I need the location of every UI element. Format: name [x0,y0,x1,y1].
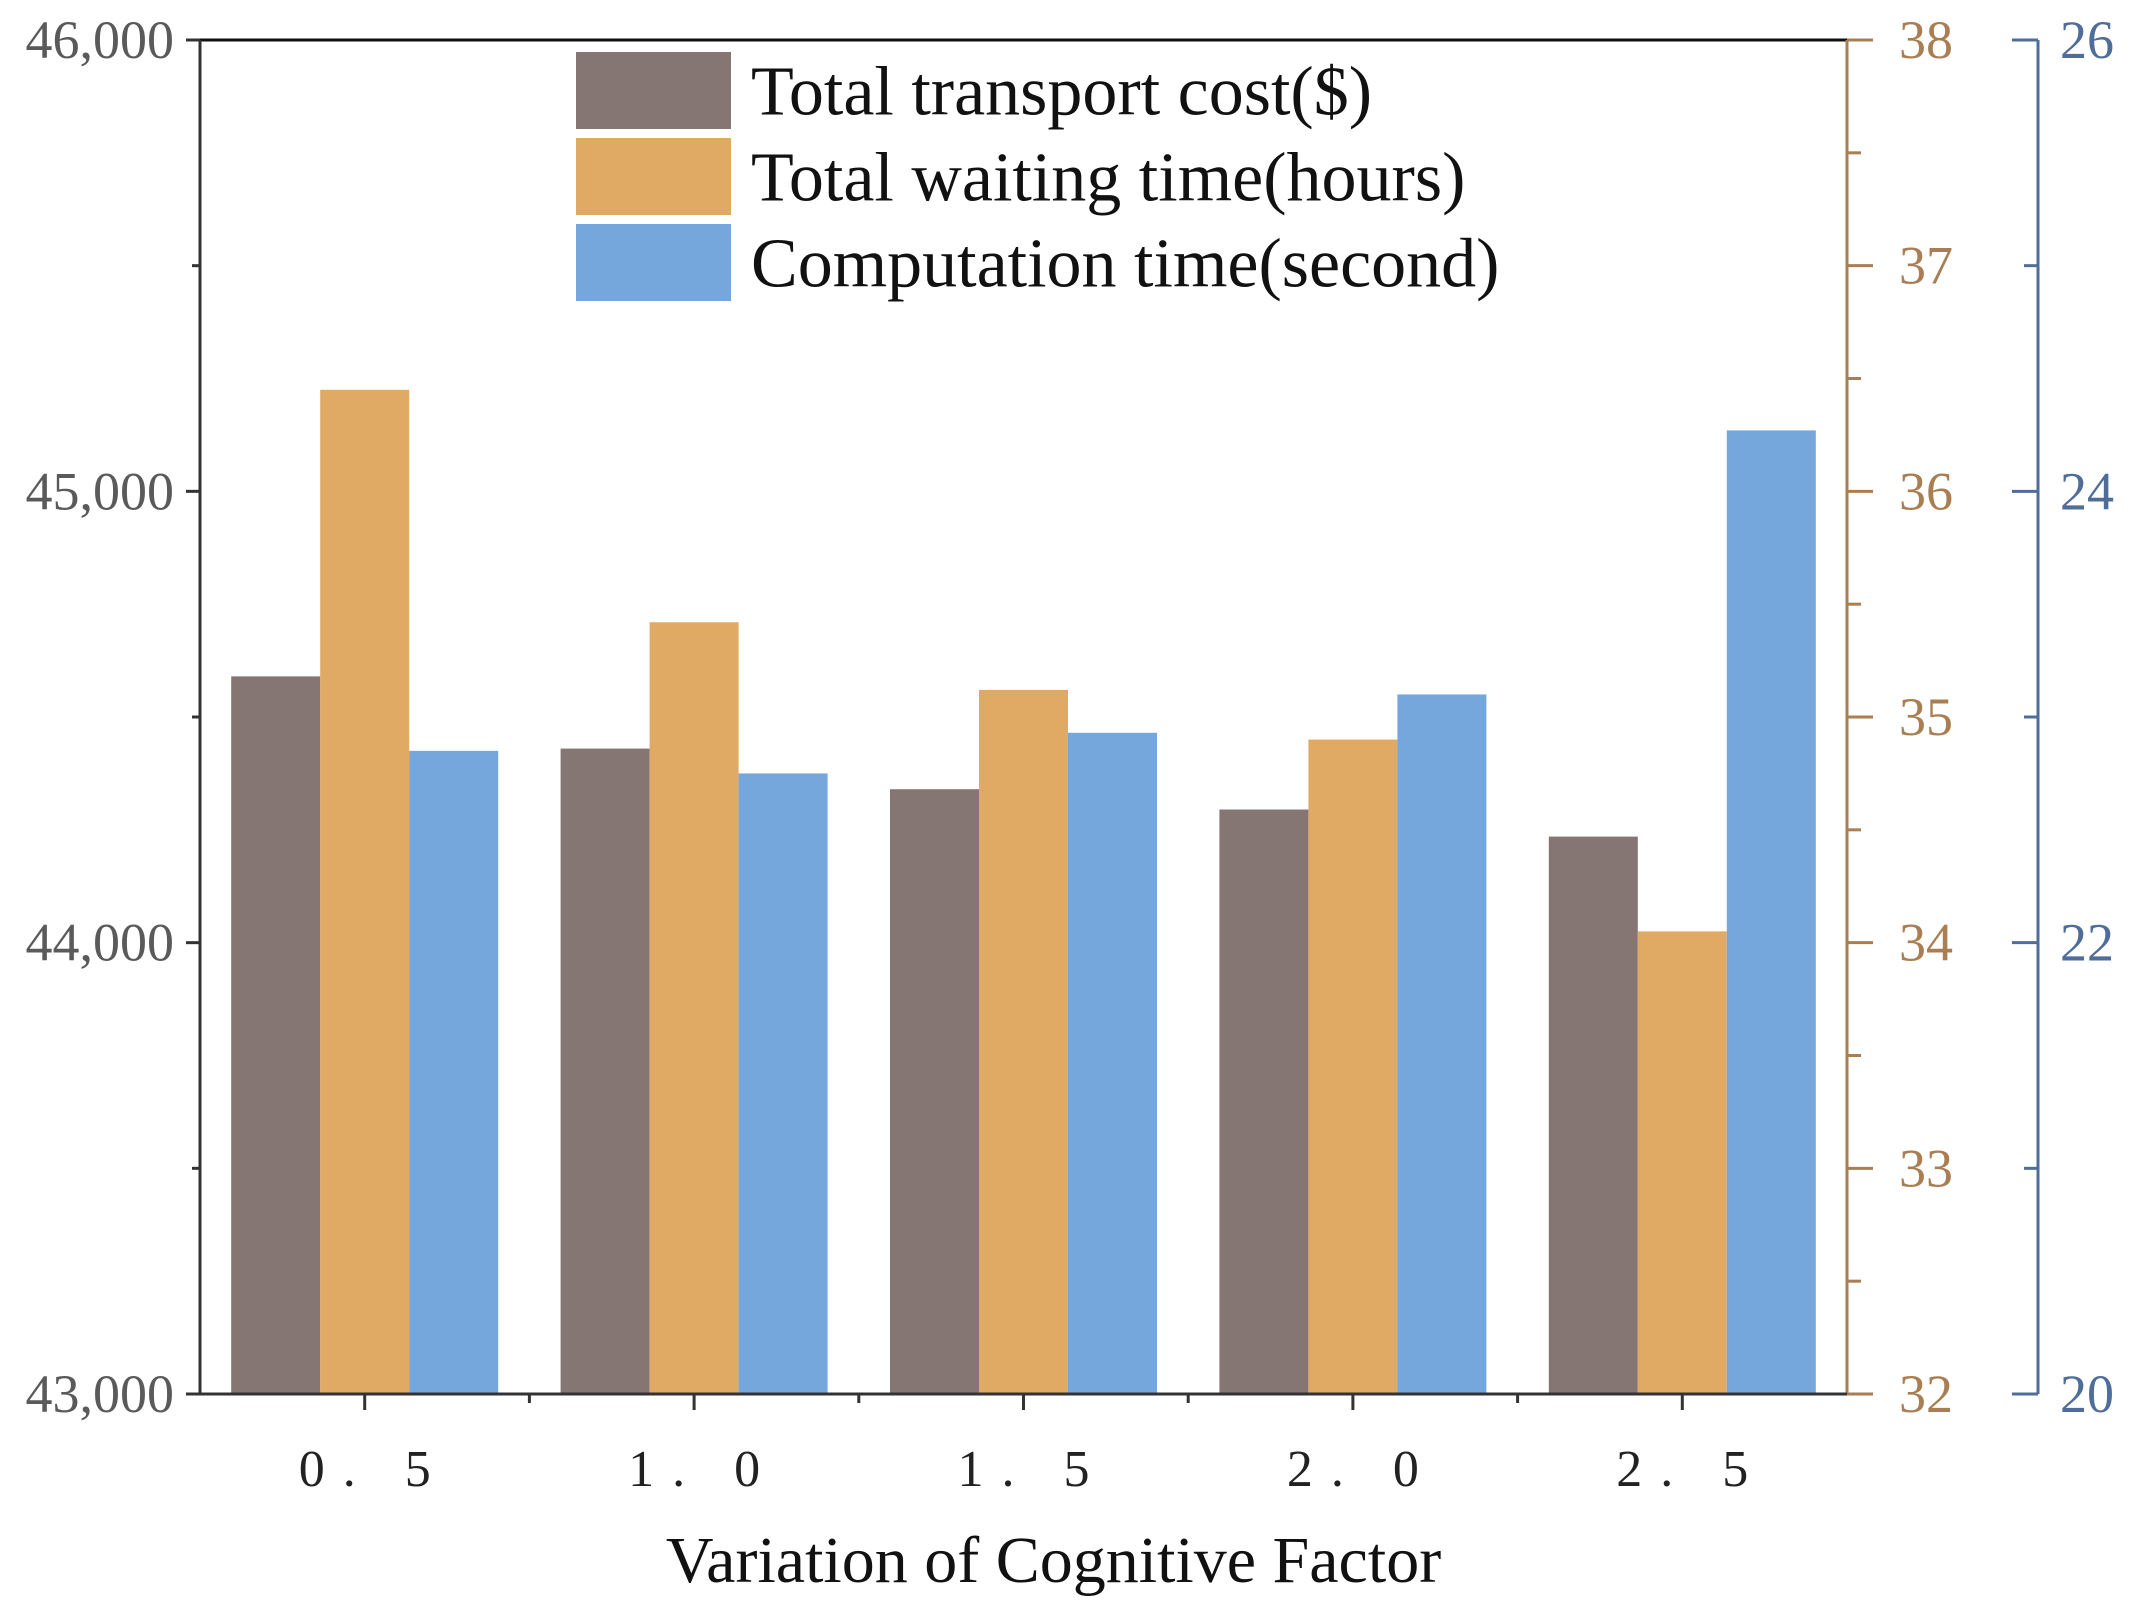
right-2-tick-label: 20 [2060,1364,2114,1424]
bar-2-1.0 [649,622,739,1394]
right-1-tick-label: 38 [1899,10,1953,70]
legend-swatch-3 [576,224,731,301]
left-tick-label: 44,000 [26,913,175,973]
legend-label-2: Total waiting time(hours) [751,140,1465,217]
right-1-tick-label: 33 [1899,1138,1953,1198]
right-2-tick-label: 26 [2060,10,2114,70]
labels-layer: 43,000 44,000 45,000 46,000 32 33 34 35 36 37 38 20… [26,10,2115,1597]
bar-3-0.5 [409,750,499,1394]
left-tick-label: 46,000 [26,10,175,70]
left-tick-label: 45,000 [26,461,175,521]
bar-2-0.5 [320,389,410,1394]
right-1-tick-label: 37 [1899,236,1953,296]
right-1-tick-label: 36 [1899,461,1953,521]
legend-label-3: Computation time(second) [751,226,1499,303]
x-tick-label: 2. 5 [1616,1441,1766,1498]
right-2-tick-label: 22 [2060,913,2114,973]
bar-1-2.0 [1219,809,1309,1394]
bar-1-1.0 [560,748,650,1394]
x-tick-label: 0. 5 [299,1441,449,1498]
x-tick-label: 2. 0 [1287,1441,1437,1498]
legend: Total transport cost($) Total waiting tim… [576,52,1499,303]
x-axis-title: Variation of Cognitive Factor [666,1524,1441,1597]
bars-layer [231,389,1816,1394]
right-1-tick-label: 35 [1899,687,1953,747]
legend-swatch-1 [576,52,731,129]
bar-1-0.5 [231,676,321,1394]
x-tick-label: 1. 5 [958,1441,1108,1498]
bar-1-1.5 [890,789,979,1394]
x-tick-label: 1. 0 [628,1441,778,1498]
axes-layer [186,38,2040,1410]
right-1-tick-label: 34 [1899,913,1953,973]
legend-label-1: Total transport cost($) [751,54,1372,131]
bar-3-1.5 [1068,732,1157,1394]
bar-3-1.0 [738,773,828,1394]
bar-3-2.0 [1397,694,1487,1394]
bar-2-2.0 [1308,739,1398,1394]
bar-1-2.5 [1548,836,1638,1394]
left-tick-label: 43,000 [26,1364,175,1424]
right-1-tick-label: 32 [1899,1364,1953,1424]
legend-swatch-2 [576,138,731,215]
right-2-tick-label: 24 [2060,461,2114,521]
bar-2-2.5 [1637,931,1727,1394]
bar-3-2.5 [1726,430,1816,1394]
bar-2-1.5 [979,689,1068,1394]
